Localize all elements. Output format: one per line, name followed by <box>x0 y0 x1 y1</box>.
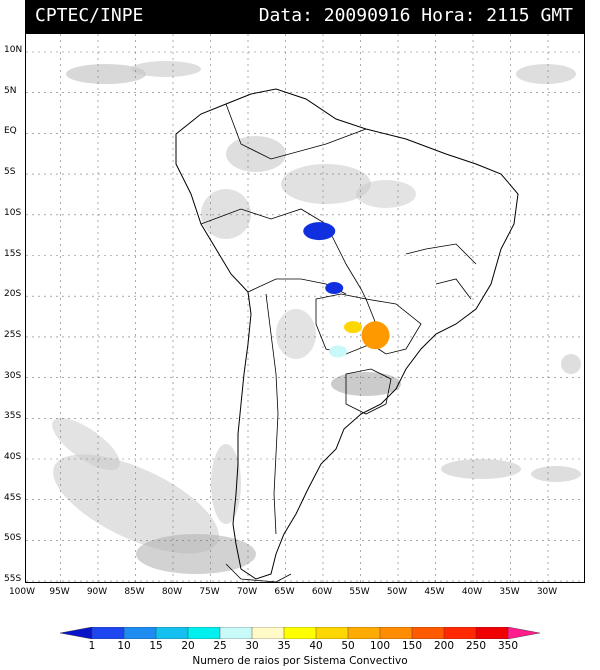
latitude-tick-label: 5N <box>4 85 17 96</box>
legend-color-swatch <box>123 627 157 639</box>
longitude-tick-label: 80W <box>161 587 183 597</box>
latitude-tick-label: 50S <box>4 533 22 544</box>
latitude-tick-label: 40S <box>4 452 22 462</box>
longitude-tick-label: 45W <box>424 587 445 597</box>
legend-tick-label: 10 <box>117 640 131 652</box>
legend-tick-label: 40 <box>309 640 323 652</box>
legend-color-swatch <box>379 627 413 639</box>
legend-color-swatch <box>347 627 381 639</box>
latitude-tick-label: 25S <box>4 329 22 340</box>
legend-color-swatch <box>187 627 221 639</box>
legend-tick-label: 25 <box>213 640 227 652</box>
legend-color-swatch <box>507 627 540 639</box>
longitude-tick-label: 75W <box>199 587 220 597</box>
convective-system-marker <box>325 282 344 295</box>
longitude-tick-label: 95W <box>49 587 70 597</box>
latitude-tick-label: EQ <box>4 126 17 137</box>
longitude-tick-label: 70W <box>236 587 258 597</box>
longitude-tick-label: 85W <box>124 587 145 597</box>
header-source: CPTEC/INPE <box>35 5 144 26</box>
legend: 1 10 15 20 25 30 35 40 50 100 150 200 250 350 Numero … <box>60 627 540 667</box>
longitude-tick-label: 40W <box>461 587 483 597</box>
latitude-tick-label: 10S <box>4 207 22 218</box>
longitude-tick-label: 50W <box>386 587 408 597</box>
header-date-time: Data: 20090916 Hora: 2115 GMT <box>258 5 573 26</box>
longitude-tick-label: 90W <box>86 587 108 597</box>
legend-color-swatch <box>283 627 317 639</box>
longitude-tick-label: 55W <box>349 587 370 597</box>
longitude-tick-label: 100W <box>8 587 36 597</box>
legend-tick-label: 250 <box>465 640 487 652</box>
south-america-coastline <box>175 88 519 580</box>
latitude-tick-label: 5S <box>4 167 16 178</box>
graticule <box>26 34 584 582</box>
coastline-layer <box>175 88 519 582</box>
legend-color-swatch <box>475 627 509 639</box>
legend-color-swatch <box>60 627 93 639</box>
legend-tick-label: 150 <box>401 640 423 652</box>
legend-caption: Numero de raios por Sistema Convectivo <box>192 655 408 667</box>
map-canvas <box>26 34 584 582</box>
legend-color-swatch <box>315 627 349 639</box>
longitude-tick-label: 65W <box>274 587 295 597</box>
legend-tick-label: 35 <box>277 640 291 652</box>
legend-tick-label: 30 <box>245 640 259 652</box>
legend-color-swatch <box>443 627 477 639</box>
header-bar: CPTEC/INPE Data: 20090916 Hora: 2115 GMT <box>25 0 585 33</box>
longitude-tick-label: 60W <box>311 587 333 597</box>
legend-color-swatch <box>411 627 445 639</box>
legend-color-swatch <box>251 627 285 639</box>
latitude-tick-label: 30S <box>4 370 22 381</box>
convective-system-marker <box>329 345 347 358</box>
legend-tick-label: 350 <box>497 640 519 652</box>
convective-system-marker <box>361 321 390 350</box>
latitude-tick-label: 35S <box>4 411 22 422</box>
map-panel[interactable] <box>25 33 585 583</box>
latitude-tick-label: 20S <box>4 289 22 300</box>
legend-tick-label: 200 <box>433 640 455 652</box>
legend-color-swatch <box>91 627 125 639</box>
latitude-tick-label: 55S <box>4 574 22 585</box>
legend-tick-label: 100 <box>369 640 391 652</box>
legend-color-swatch <box>155 627 189 639</box>
convective-system-marker <box>344 321 362 334</box>
longitude-tick-label: 35W <box>499 587 520 597</box>
latitude-tick-label: 45S <box>4 492 22 503</box>
legend-tick-label: 50 <box>341 640 355 652</box>
convective-systems-layer <box>303 222 390 358</box>
legend-color-swatch <box>219 627 253 639</box>
longitude-tick-label: 30W <box>536 587 558 597</box>
legend-colorbar <box>60 627 540 639</box>
latitude-tick-label: 10N <box>4 45 23 55</box>
latitude-tick-label: 15S <box>4 248 22 259</box>
legend-tick-label: 1 <box>88 640 96 652</box>
legend-tick-label: 20 <box>181 640 195 652</box>
convective-system-marker <box>303 222 336 241</box>
cloud-layer <box>52 61 581 574</box>
legend-tick-label: 15 <box>149 640 163 652</box>
